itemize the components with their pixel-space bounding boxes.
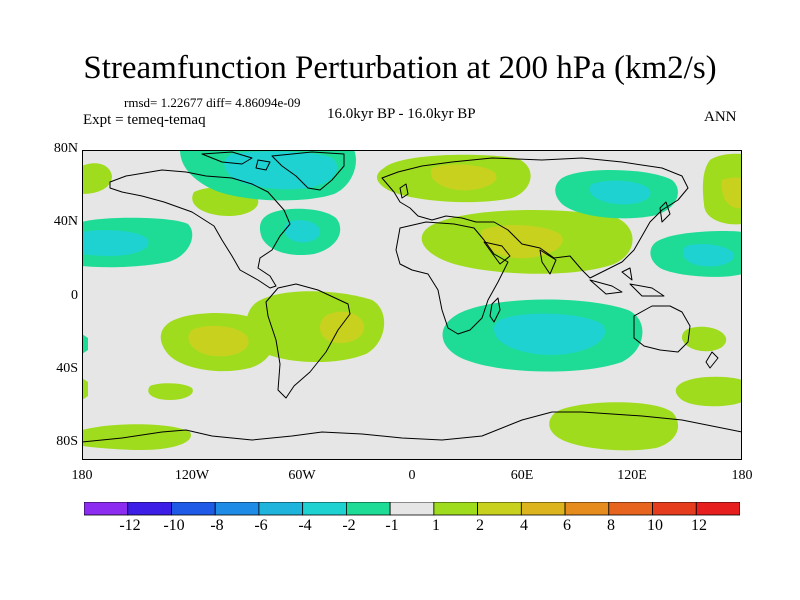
- positive-anomaly-southern-ocean-small: [148, 383, 193, 400]
- colorbar-label: 6: [563, 517, 571, 534]
- coastline-british-isles: [399, 183, 409, 199]
- colorbar-label: -4: [298, 517, 312, 534]
- colorbar-label: 12: [691, 517, 707, 534]
- colorbar-swatch: [84, 502, 129, 516]
- coastline-africa: [395, 221, 509, 335]
- positive-anomaly-south-atlantic-core: [319, 311, 365, 344]
- coastline-southeast-asia-islands: [589, 267, 665, 297]
- lat-tick-label: 80S: [56, 434, 78, 449]
- lon-tick-label: 60W: [288, 468, 316, 483]
- lon-tick-label: 180: [71, 468, 93, 483]
- coastline-arabia-india: [483, 241, 557, 275]
- negative-anomaly-western-edge: [82, 334, 88, 354]
- colorbar-swatch: [214, 502, 260, 516]
- lon-tick-label: 120E: [617, 468, 647, 483]
- negative-anomaly-north-atlantic-core: [284, 220, 321, 243]
- colorbar-swatch: [564, 502, 610, 516]
- positive-anomaly-antarctic-east: [549, 402, 679, 451]
- season-label: ANN: [704, 109, 737, 125]
- coastline-south-america: [265, 283, 351, 399]
- colorbar-swatch: [608, 502, 653, 516]
- colorbar-label: -1: [385, 517, 399, 534]
- streamfunction-map: [82, 150, 742, 460]
- positive-anomaly-antarctic-west: [82, 424, 191, 450]
- map-frame: [82, 150, 742, 460]
- lon-tick-label: 180: [731, 468, 753, 483]
- colorbar-swatch: [302, 502, 347, 516]
- negative-anomaly-indian-ocean-core: [493, 313, 605, 355]
- coastline-antarctica: [82, 411, 742, 443]
- positive-anomaly-north-pacific-west-core: [721, 177, 742, 209]
- colorbar-swatch: [389, 502, 435, 516]
- colorbar-label: -2: [342, 517, 356, 534]
- positive-anomaly-north-pacific-east: [82, 163, 112, 194]
- colorbar-label: 2: [476, 517, 484, 534]
- negative-anomaly-greenland-core: [224, 151, 338, 190]
- lat-tick-label: 40S: [56, 361, 78, 376]
- coastline-europe-asia: [381, 157, 689, 279]
- rmsd-diff-stats: rmsd= 1.22677 diff= 4.86094e-09: [124, 95, 301, 110]
- colorbar-swatch: [433, 502, 478, 516]
- lon-tick-label: 120W: [174, 468, 210, 483]
- negative-anomaly-central-pacific-west-core: [682, 244, 735, 267]
- colorbar-swatch: [652, 502, 697, 516]
- positive-anomaly-regions: [82, 153, 742, 451]
- lon-tick-label: 60E: [510, 468, 534, 483]
- colorbar-swatch: [258, 502, 304, 516]
- colorbar-label: 1: [432, 517, 440, 534]
- plot-title: Streamfunction Perturbation at 200 hPa (…: [83, 50, 717, 86]
- colorbar-swatch: [127, 502, 172, 516]
- lat-tick-label: 80N: [53, 141, 78, 156]
- colorbar: [84, 502, 740, 516]
- lon-tick-label: 0: [408, 468, 416, 483]
- lat-tick-label: 40N: [53, 214, 78, 229]
- coastline-north-america: [109, 169, 291, 289]
- negative-anomaly-east-asia-core: [589, 180, 651, 205]
- colorbar-label: -12: [119, 517, 141, 534]
- colorbar-label: 4: [520, 517, 528, 534]
- coastline-arctic-islands: [201, 151, 271, 171]
- colorbar-swatch: [171, 502, 216, 516]
- positive-anomaly-europe-core: [430, 164, 497, 191]
- positive-anomaly-western-edge: [82, 378, 88, 400]
- colorbar-swatch: [695, 502, 740, 516]
- colorbar-swatch: [477, 502, 522, 516]
- experiment-label: Expt = temeq-temaq: [83, 112, 206, 128]
- coastline-japan: [659, 201, 671, 223]
- positive-anomaly-south-atlantic: [246, 291, 385, 363]
- colorbar-label: -8: [210, 517, 224, 534]
- colorbar-label: 10: [647, 517, 663, 534]
- anomaly-contours: [82, 150, 742, 451]
- colorbar-label: -6: [254, 517, 268, 534]
- coastline-new-zealand: [705, 351, 719, 369]
- colorbar-label: 8: [607, 517, 615, 534]
- colorbar-swatch: [520, 502, 566, 516]
- positive-anomaly-southwest-pacific: [675, 376, 742, 407]
- coastline-australia: [633, 305, 691, 353]
- period-label: 16.0kyr BP - 16.0kyr BP: [327, 106, 476, 122]
- colorbar-swatch: [345, 502, 391, 516]
- coastline-madagascar: [489, 297, 501, 323]
- colorbar-label: -10: [163, 517, 185, 534]
- lat-tick-label: 0: [71, 288, 78, 303]
- coastline-greenland: [271, 151, 345, 191]
- positive-anomaly-tasman: [681, 326, 727, 352]
- positive-anomaly-south-pacific-core: [188, 325, 249, 357]
- negative-anomaly-central-pacific-east-core: [82, 230, 149, 256]
- coastlines: [82, 151, 742, 443]
